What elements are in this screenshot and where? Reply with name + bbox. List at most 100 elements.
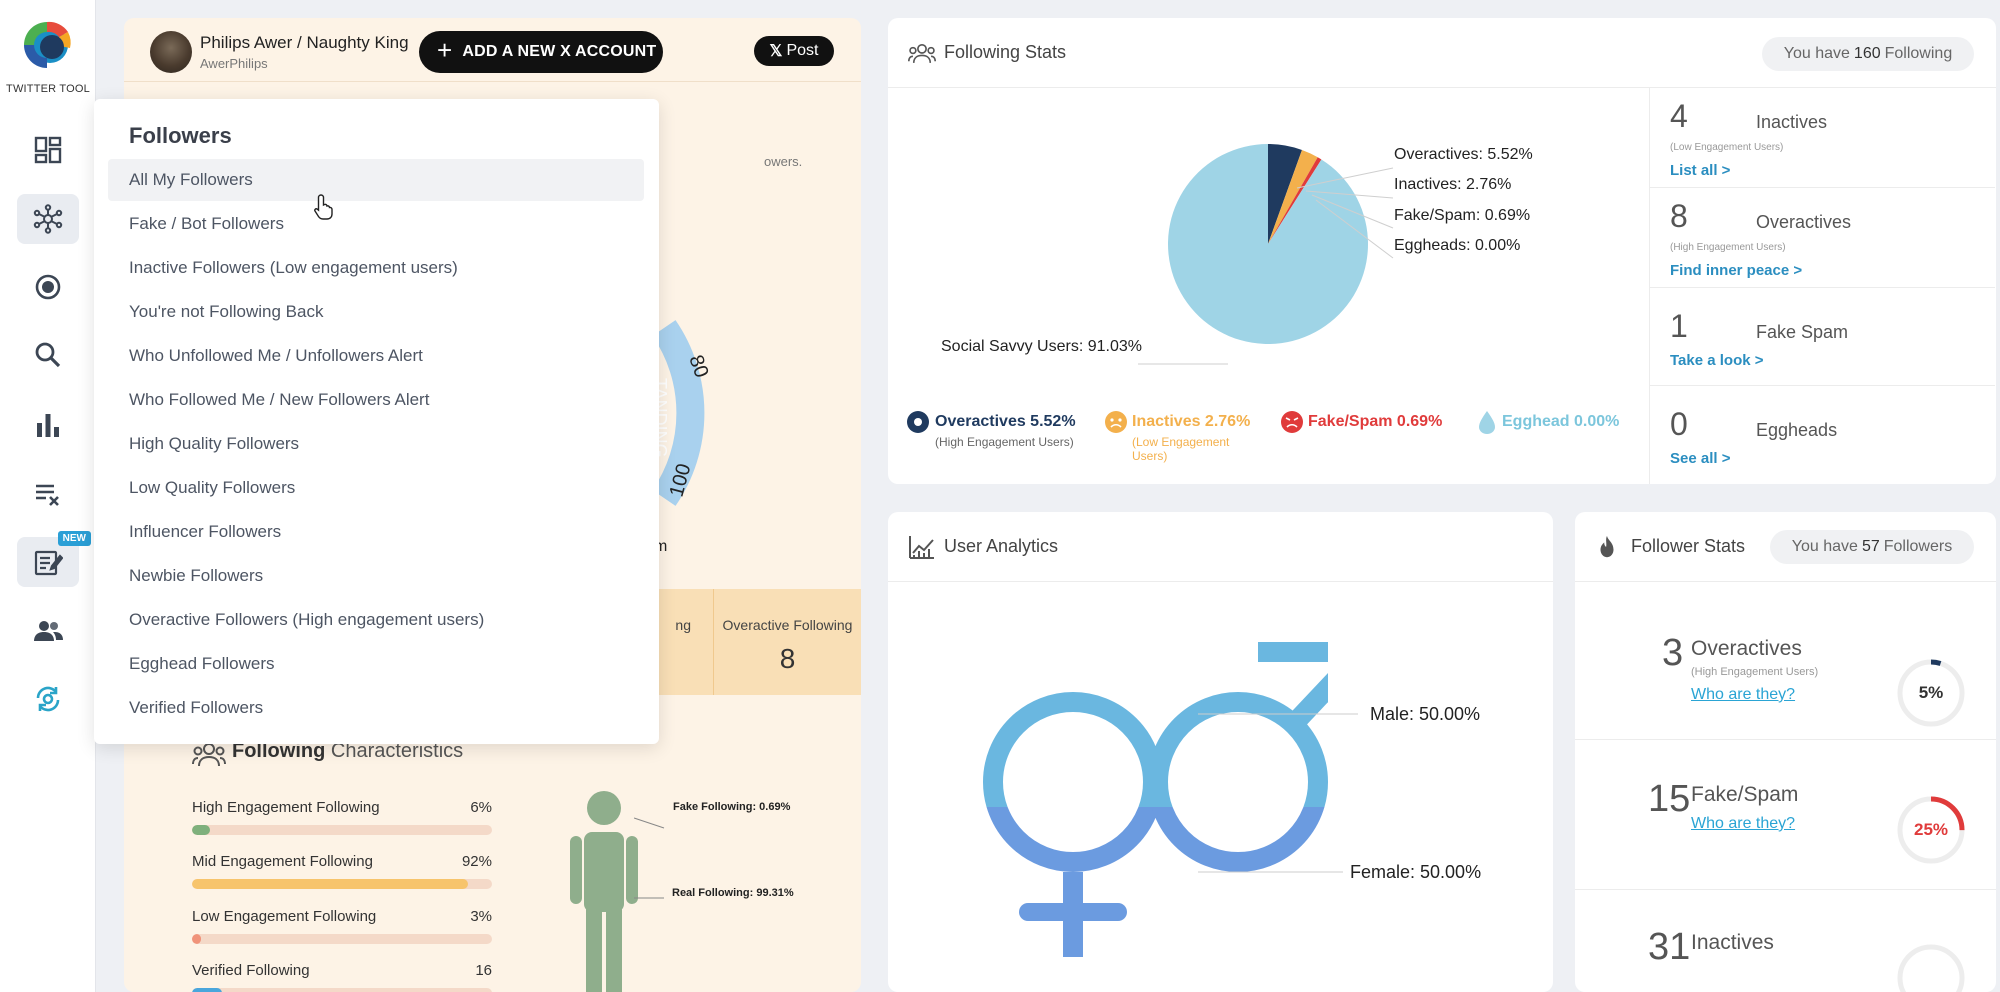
stat-eggheads: 0 Eggheads See all > (1670, 406, 1838, 467)
menu-item-newbie-followers[interactable]: Newbie Followers (129, 566, 264, 585)
list-all-link[interactable]: List all > (1670, 162, 1731, 179)
angry-face-icon (1281, 411, 1303, 433)
ring-progress (1897, 659, 1965, 727)
gender-leader-lines (1198, 713, 1358, 873)
avatar[interactable] (150, 31, 192, 73)
sidebar: TWITTER TOOL NEW (0, 0, 96, 992)
pie-label-inactives: Inactives: 2.76% (1394, 176, 1512, 193)
target-icon (35, 274, 61, 300)
legend-inactives-sub: (Low Engagement Users) (1132, 435, 1230, 463)
sidebar-item-target[interactable] (17, 262, 79, 312)
user-analytics-title: User Analytics (944, 536, 1059, 556)
pie-label-social: Social Savvy Users: 91.03% (941, 338, 1142, 355)
sidebar-item-analytics[interactable] (17, 400, 79, 450)
figure-leader-lines (634, 817, 665, 899)
post-editor-icon (34, 550, 63, 576)
x-logo-icon: 𝕏 (769, 43, 783, 60)
menu-item-verified-followers[interactable]: Verified Followers (129, 698, 264, 717)
line-chart-icon (909, 536, 934, 559)
who-are-they-link[interactable]: Who are they? (1691, 815, 1796, 832)
see-all-link[interactable]: See all > (1670, 450, 1731, 467)
following-stats-title: Following Stats (944, 42, 1067, 62)
slice-fake-spam[interactable] (1268, 157, 1322, 244)
account-name: Philips Awer / Naughty King (200, 33, 409, 52)
following-stats-header: Following Stats You have 160 Following (888, 18, 1996, 88)
sad-face-icon (1105, 411, 1127, 433)
menu-item-inactive-followers[interactable]: Inactive Followers (Low engagement users… (129, 258, 458, 277)
sidebar-item-sync[interactable] (17, 674, 79, 724)
dashboard-icon (34, 136, 62, 164)
app-name: TWITTER TOOL (6, 83, 90, 95)
slice-inactives[interactable] (1268, 149, 1318, 244)
pie-leader-line (1296, 167, 1394, 189)
app-logo[interactable] (20, 18, 74, 72)
account-handle: AwerPhilips (200, 56, 268, 71)
network-icon (33, 204, 63, 234)
menu-item-new-followers-alert[interactable]: Who Followed Me / New Followers Alert (129, 390, 430, 409)
sidebar-item-clear-list[interactable] (17, 469, 79, 519)
menu-item-not-following-back[interactable]: You're not Following Back (129, 302, 324, 321)
pie-leader-line (1315, 199, 1394, 259)
characteristics-title: Following Characteristics (232, 740, 464, 762)
slice-overactives[interactable] (1268, 144, 1302, 244)
users-outline-icon (192, 743, 226, 767)
egg-icon (1479, 411, 1495, 434)
fake-following-label: Fake Following: 0.69% (673, 801, 791, 813)
menu-item-overactive-followers[interactable]: Overactive Followers (High engagement us… (129, 610, 485, 629)
find-inner-peace-link[interactable]: Find inner peace > (1670, 262, 1803, 279)
following-stats-card: Following Stats You have 160 Following O… (888, 18, 1996, 484)
overactive-legend-icon (907, 411, 929, 433)
real-following-label: Real Following: 99.31% (672, 887, 794, 899)
menu-item-fake-bot-followers[interactable]: Fake / Bot Followers (129, 214, 284, 233)
legend-overactives-sub: (High Engagement Users) (935, 435, 1074, 449)
progress-fill (192, 825, 210, 835)
legend-egghead: Egghead 0.00% (1502, 413, 1620, 430)
ring-track (1897, 944, 1965, 992)
x-post-button[interactable]: 𝕏 Post (754, 36, 834, 66)
sidebar-item-dashboard[interactable] (17, 125, 79, 175)
sidebar-item-search[interactable] (17, 330, 79, 380)
overactive-following-label: Overactive Following (722, 617, 853, 633)
stat-cell-partial: ng (574, 589, 714, 695)
users-outline-icon (908, 43, 936, 63)
new-badge: NEW (57, 531, 91, 546)
account-bar: Philips Awer / Naughty King AwerPhilips … (124, 18, 861, 82)
sidebar-item-users[interactable] (17, 606, 79, 656)
menu-item-all-followers[interactable]: All My Followers (108, 159, 644, 201)
pie-leader-line (1305, 190, 1394, 199)
sidebar-item-network[interactable] (17, 194, 79, 244)
gender-symbol-icon (983, 642, 1328, 957)
pie-label-eggheads: Eggheads: 0.00% (1394, 237, 1521, 254)
follower-stat-overactives: 3 Overactives (High Engagement Users) Wh… (1575, 582, 1996, 740)
add-account-label: ADD A NEW X ACCOUNT (462, 43, 657, 60)
progress-fill (192, 879, 468, 889)
follower-stats-card: Follower Stats You have 57 Followers 3 O… (1575, 512, 1996, 992)
who-are-they-link[interactable]: Who are they? (1691, 686, 1796, 703)
sidebar-item-post-editor[interactable]: NEW (17, 531, 91, 587)
menu-item-low-quality-followers[interactable]: Low Quality Followers (129, 478, 296, 497)
menu-item-egghead-followers[interactable]: Egghead Followers (129, 654, 275, 673)
follower-stats-title: Follower Stats (1631, 536, 1746, 556)
follower-stat-inactives: 31 Inactives (1575, 890, 1996, 992)
user-analytics-header: User Analytics (888, 512, 1553, 582)
follower-stats-header: Follower Stats You have 57 Followers (1575, 512, 1996, 582)
sync-icon (36, 686, 60, 712)
overactive-ring (1897, 659, 1965, 727)
overactive-following-value: 8 (779, 643, 796, 674)
bar-chart-icon (37, 414, 59, 437)
hand-cursor-icon (314, 194, 333, 220)
menu-item-influencer-followers[interactable]: Influencer Followers (129, 522, 282, 541)
slice-social-savvy[interactable] (1168, 144, 1368, 344)
pie-leader-line (1311, 194, 1394, 229)
fire-icon (1600, 535, 1614, 558)
fake-spam-ring (1897, 796, 1965, 864)
stat-cell-overactive: Overactive Following 8 (714, 589, 861, 695)
followers-dropdown-menu: Followers All My Followers Fake / Bot Fo… (94, 99, 659, 744)
take-a-look-link[interactable]: Take a look > (1670, 352, 1764, 369)
add-account-button[interactable]: + ADD A NEW X ACCOUNT (419, 31, 663, 73)
menu-item-high-quality-followers[interactable]: High Quality Followers (129, 434, 300, 453)
stat-inactives: 4 Inactives (Low Engagement Users) List … (1650, 88, 1995, 188)
clear-list-icon (36, 484, 59, 506)
menu-item-unfollowers-alert[interactable]: Who Unfollowed Me / Unfollowers Alert (129, 346, 423, 365)
users-icon (34, 621, 63, 641)
